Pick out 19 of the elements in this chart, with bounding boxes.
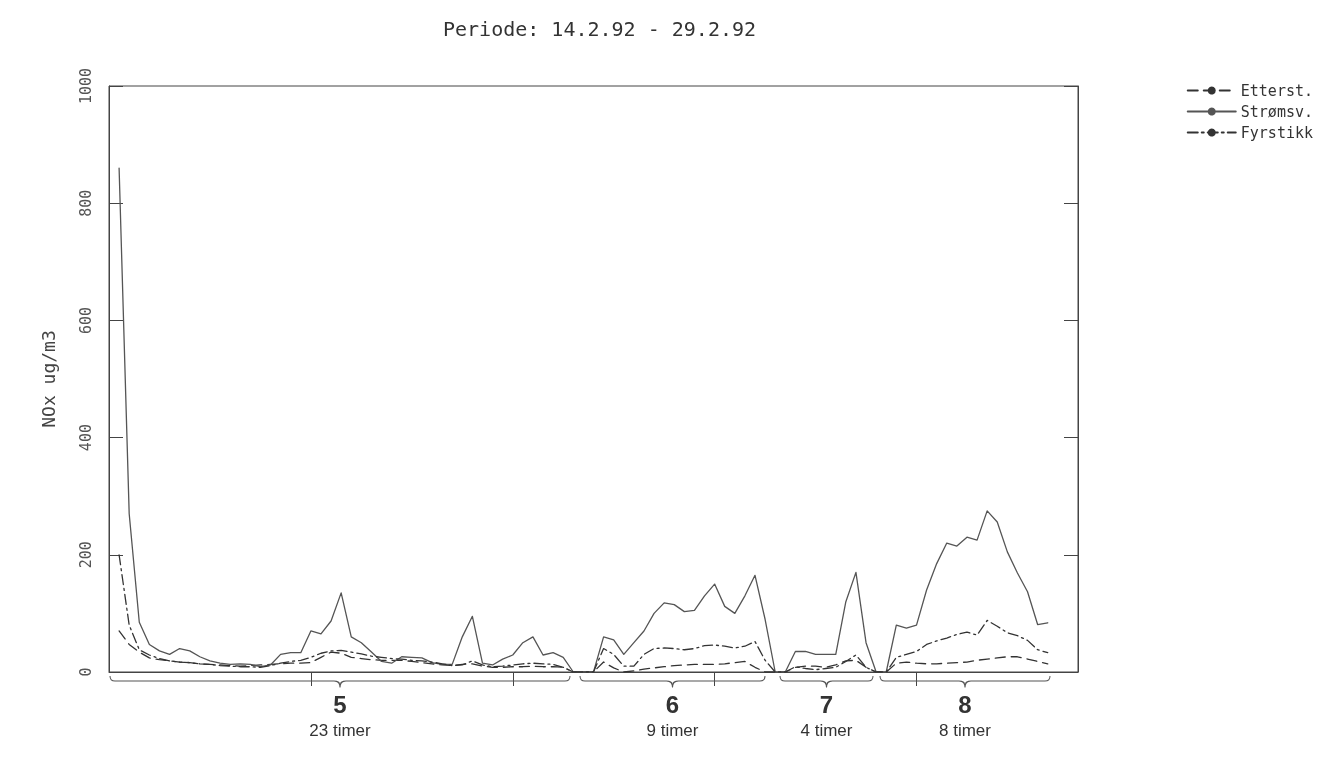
y-tick-label: 400 xyxy=(76,424,95,452)
text: 9 timer xyxy=(645,721,700,741)
legend-label: Strømsv. xyxy=(1240,102,1313,121)
y-tick-label: 200 xyxy=(76,541,95,569)
text: 7 xyxy=(818,691,835,719)
text: 6 xyxy=(664,691,681,719)
text: 23 timer xyxy=(308,721,372,741)
legend-label: Fyrstikk xyxy=(1240,123,1313,142)
chart-title: Periode: 14.2.92 - 29.2.92 xyxy=(443,17,757,41)
y-tick-label: 0 xyxy=(76,667,95,677)
y-tick-label: 800 xyxy=(76,189,95,217)
text: 4 timer xyxy=(799,721,854,741)
y-axis-title: NOx ug/m3 xyxy=(37,330,59,428)
text: 8 xyxy=(957,691,973,719)
y-tick-label: 1000 xyxy=(76,67,95,105)
legend-label: Etterst. xyxy=(1240,81,1313,100)
text: 5 xyxy=(332,691,348,719)
y-tick-label: 600 xyxy=(76,306,95,334)
text: 8 timer xyxy=(938,721,992,741)
